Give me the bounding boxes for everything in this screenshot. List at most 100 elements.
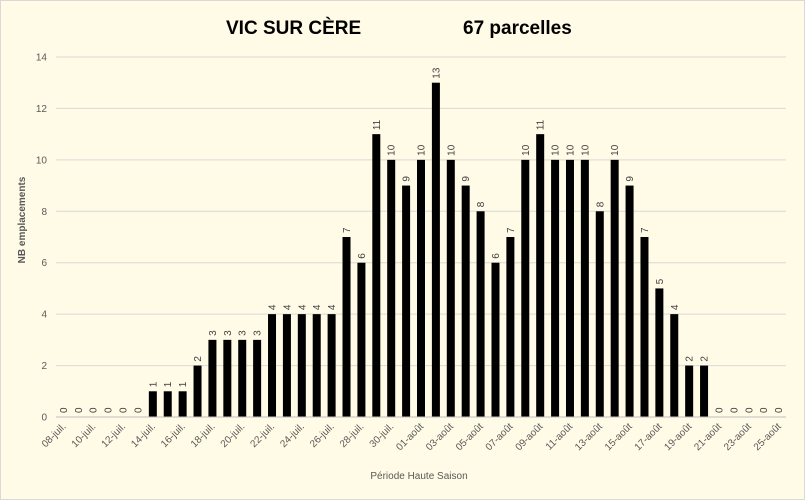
data-label: 4 xyxy=(297,304,308,310)
bar xyxy=(193,365,202,417)
bar xyxy=(431,82,440,417)
bar xyxy=(372,134,381,417)
data-label: 13 xyxy=(431,67,442,79)
y-tick-label: 12 xyxy=(36,104,48,115)
data-label: 3 xyxy=(223,330,234,336)
bar xyxy=(402,185,411,417)
data-label: 9 xyxy=(461,176,472,182)
bar xyxy=(282,314,291,417)
bar xyxy=(446,159,455,417)
data-label: 7 xyxy=(640,227,651,233)
x-tick-label: 30-juil. xyxy=(368,421,397,450)
data-label: 5 xyxy=(655,278,666,284)
data-label: 0 xyxy=(729,407,740,413)
bar xyxy=(342,237,351,417)
bar xyxy=(312,314,321,417)
bar xyxy=(580,159,589,417)
bar xyxy=(685,365,694,417)
data-label: 2 xyxy=(193,356,204,362)
x-axis-title: Période Haute Saison xyxy=(370,471,467,482)
data-label: 1 xyxy=(178,381,189,387)
data-label: 7 xyxy=(506,227,517,233)
x-tick-label: 03-août xyxy=(424,421,456,453)
data-label: 7 xyxy=(342,227,353,233)
bar xyxy=(506,237,515,417)
data-label: 4 xyxy=(282,304,293,310)
y-tick-label: 8 xyxy=(41,207,47,218)
x-tick-label: 19-août xyxy=(663,421,695,453)
data-label: 9 xyxy=(625,176,636,182)
data-label: 3 xyxy=(238,330,249,336)
x-tick-label: 16-juil. xyxy=(159,421,188,450)
x-tick-label: 20-juil. xyxy=(219,421,248,450)
x-tick-label: 09-août xyxy=(514,421,546,453)
data-label: 6 xyxy=(357,253,368,259)
x-tick-label: 23-août xyxy=(722,421,754,453)
x-tick-label: 26-juil. xyxy=(308,421,337,450)
bar xyxy=(595,211,604,417)
data-label: 10 xyxy=(551,144,562,156)
x-tick-label: 25-août xyxy=(752,421,784,453)
x-tick-label: 15-août xyxy=(603,421,635,453)
bar xyxy=(253,339,262,417)
data-label: 0 xyxy=(104,407,115,413)
x-tick-label: 17-août xyxy=(633,421,665,453)
bar xyxy=(536,134,545,417)
data-label: 3 xyxy=(253,330,264,336)
x-tick-label: 10-juil. xyxy=(70,421,99,450)
data-label: 6 xyxy=(491,253,502,259)
x-tick-label: 14-juil. xyxy=(129,421,158,450)
data-label: 1 xyxy=(148,381,159,387)
bars xyxy=(148,82,709,417)
bar xyxy=(268,314,277,417)
bar xyxy=(148,391,157,417)
y-tick-label: 0 xyxy=(41,413,47,424)
data-label: 3 xyxy=(208,330,219,336)
x-tick-label: 11-août xyxy=(544,421,575,452)
y-tick-label: 4 xyxy=(41,310,47,321)
y-tick-label: 6 xyxy=(41,258,47,269)
chart-subtitle: 67 parcelles xyxy=(463,18,572,39)
bar xyxy=(640,237,649,417)
data-label: 2 xyxy=(700,356,711,362)
bar xyxy=(491,262,500,417)
data-label: 10 xyxy=(565,144,576,156)
y-tick-label: 2 xyxy=(41,361,47,372)
data-label: 0 xyxy=(119,407,130,413)
bar xyxy=(461,185,470,417)
data-label: 4 xyxy=(268,304,279,310)
y-axis-title: NB emplacements xyxy=(17,176,28,263)
bar xyxy=(610,159,619,417)
bar xyxy=(670,314,679,417)
x-tick-label: 24-juil. xyxy=(278,421,307,450)
x-tick-label: 21-août xyxy=(692,421,724,453)
data-label: 0 xyxy=(59,407,70,413)
bar xyxy=(208,339,217,417)
y-tick-label: 10 xyxy=(36,155,48,166)
x-tick-label: 13-août xyxy=(573,421,605,453)
data-label: 0 xyxy=(74,407,85,413)
data-label: 0 xyxy=(89,407,100,413)
bar xyxy=(238,339,247,417)
y-axis-ticks: 0 2 4 6 8 10 12 14 xyxy=(36,53,48,424)
x-tick-label: 12-juil. xyxy=(100,421,129,450)
x-axis-ticks: 08-juil. 10-juil. 12-juil. 14-juil. 16-juil.… xyxy=(40,421,784,453)
x-tick-label: 22-juil. xyxy=(249,421,278,450)
bar xyxy=(551,159,560,417)
bar xyxy=(625,185,634,417)
x-tick-label: 18-juil. xyxy=(189,421,218,450)
data-label: 10 xyxy=(580,144,591,156)
data-label: 1 xyxy=(163,381,174,387)
bar xyxy=(327,314,336,417)
data-label: 10 xyxy=(610,144,621,156)
data-label: 0 xyxy=(759,407,770,413)
bar xyxy=(655,288,664,417)
bar xyxy=(357,262,366,417)
bar xyxy=(700,365,709,417)
bar xyxy=(476,211,485,417)
bar xyxy=(521,159,530,417)
data-label: 9 xyxy=(402,176,413,182)
data-label: 10 xyxy=(446,144,457,156)
